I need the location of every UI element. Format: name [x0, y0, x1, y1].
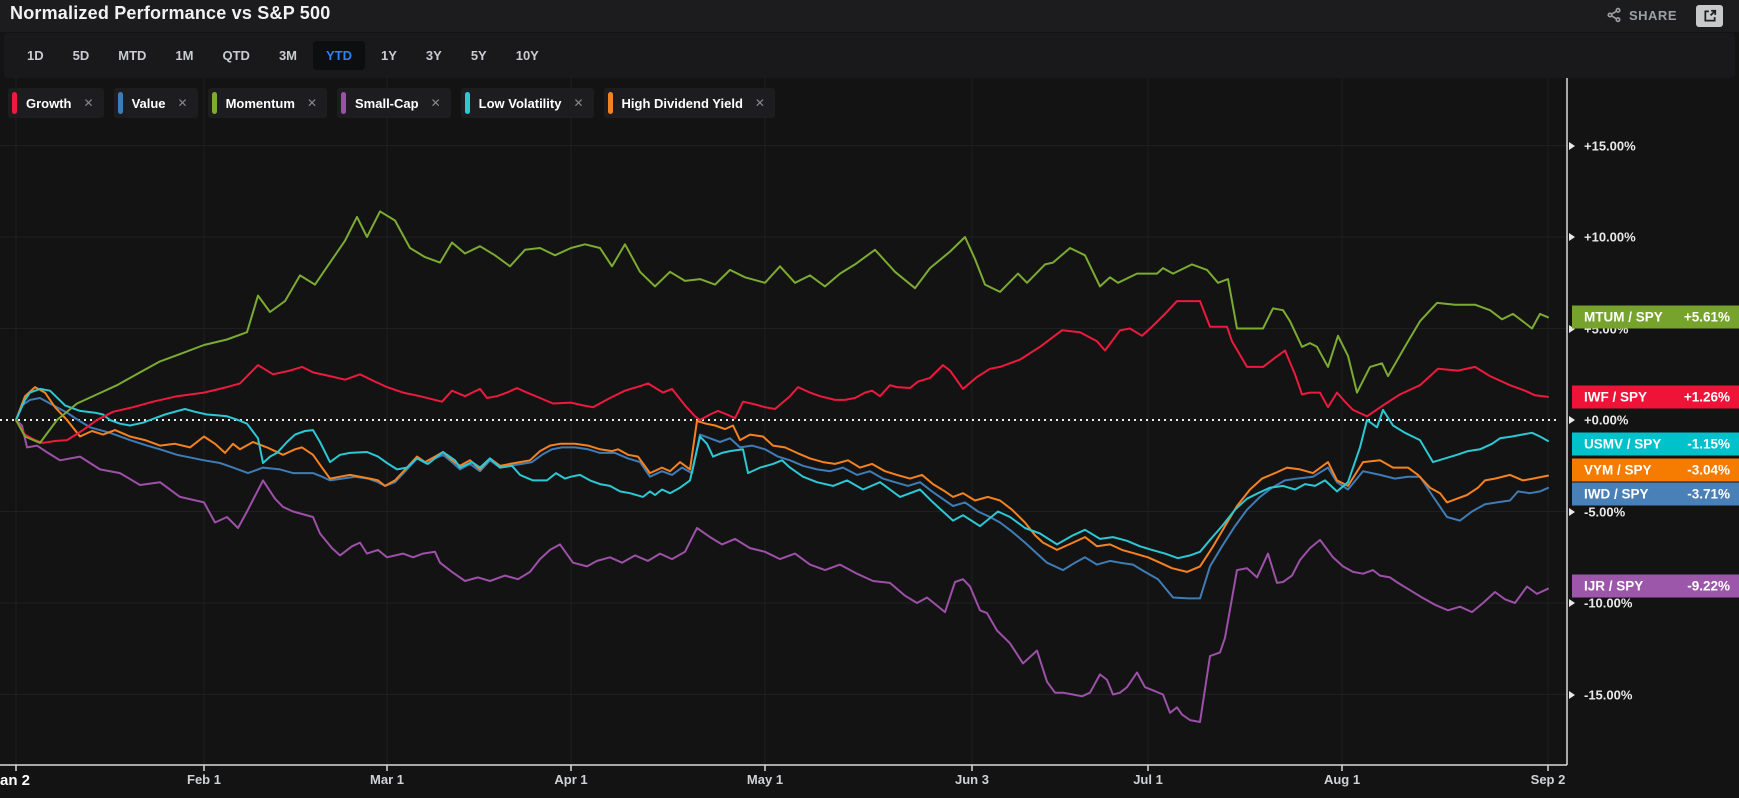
y-axis-label: -15.00% — [1584, 687, 1633, 702]
open-in-new-icon — [1703, 9, 1717, 23]
price-badge-usmv[interactable]: USMV / SPY -1.15% — [1572, 432, 1739, 456]
x-axis-label: Jun 3 — [955, 772, 989, 787]
badge-value: -1.15% — [1687, 436, 1730, 452]
close-icon[interactable]: ✕ — [83, 96, 94, 110]
price-badge-vym[interactable]: VYM / SPY -3.04% — [1572, 458, 1739, 482]
badge-value: -3.04% — [1687, 462, 1730, 478]
legend-chip-small-cap[interactable]: Small-Cap ✕ — [337, 88, 451, 118]
y-axis-label: +0.00% — [1584, 412, 1629, 428]
close-icon[interactable]: ✕ — [754, 96, 765, 110]
tab-1d[interactable]: 1D — [27, 48, 44, 63]
legend-chip-label: Value — [131, 95, 166, 111]
legend-chip-label: Low Volatility — [478, 95, 562, 111]
y-axis-label: -5.00% — [1584, 504, 1626, 519]
share-button-label: SHARE — [1628, 7, 1677, 23]
legend-chip-value[interactable]: Value ✕ — [113, 88, 198, 118]
chart-header: Normalized Performance vs S&P 500 SHARE — [0, 0, 1739, 32]
tab-qtd[interactable]: QTD — [222, 48, 250, 63]
y-axis-tick-arrow — [1569, 324, 1575, 333]
close-icon[interactable]: ✕ — [177, 96, 188, 110]
badge-ticker: IJR / SPY — [1584, 578, 1644, 594]
badge-value: +5.61% — [1683, 309, 1730, 325]
badge-ticker: IWF / SPY — [1584, 389, 1648, 405]
series-line-iwd — [15, 397, 1549, 600]
series-color-bar — [117, 92, 123, 114]
badge-value: +1.26% — [1683, 389, 1730, 405]
price-badge-iwd[interactable]: IWD / SPY -3.71% — [1572, 482, 1739, 506]
series-line-usmv — [15, 387, 1549, 560]
price-badge-mtum[interactable]: MTUM / SPY +5.61% — [1572, 305, 1739, 329]
close-icon[interactable]: ✕ — [306, 96, 317, 110]
legend-chip-low-volatility[interactable]: Low Volatility ✕ — [460, 88, 594, 118]
x-axis-label: Aug 1 — [1323, 772, 1361, 787]
x-axis-label: Sep 2 — [1530, 772, 1566, 787]
tab-5y[interactable]: 5Y — [470, 48, 487, 63]
legend-chip-label: Small-Cap — [355, 95, 419, 111]
price-badge-ijr[interactable]: IJR / SPY -9.22% — [1572, 574, 1739, 598]
x-axis-label: May 1 — [746, 772, 784, 787]
tab-ytd[interactable]: YTD — [313, 41, 365, 70]
tab-10y[interactable]: 10Y — [515, 48, 539, 63]
y-axis-label: -10.00% — [1584, 595, 1633, 611]
y-axis-tick-arrow — [1569, 507, 1575, 516]
time-range-tabbar: 1D 5D MTD 1M QTD 3M YTD 1Y 3Y 5Y 10Y — [4, 33, 1735, 78]
legend-chip-label: High Dividend Yield — [621, 95, 743, 111]
series-line-iwf — [15, 300, 1549, 444]
price-badge-iwf[interactable]: IWF / SPY +1.26% — [1572, 385, 1739, 409]
y-axis-tick-arrow — [1569, 233, 1575, 241]
x-axis-label: Mar 1 — [370, 772, 404, 787]
y-axis-label: +15.00% — [1584, 138, 1636, 153]
series-legend: Growth ✕ Value ✕ Momentum ✕ Small-Cap ✕ Low Vola… — [8, 88, 775, 118]
performance-chart[interactable]: Growth ✕ Value ✕ Momentum ✕ Small-Cap ✕ Low Vola… — [0, 78, 1739, 798]
tab-mtd[interactable]: MTD — [118, 48, 147, 63]
chart-plot-canvas — [0, 78, 1568, 771]
close-icon[interactable]: ✕ — [573, 96, 584, 110]
x-axis-label: Jul 1 — [1133, 772, 1163, 787]
close-icon[interactable]: ✕ — [430, 96, 441, 110]
page-title: Normalized Performance vs S&P 500 — [10, 3, 331, 23]
series-line-ijr — [15, 419, 1549, 723]
badge-ticker: MTUM / SPY — [1584, 309, 1663, 325]
share-nodes-icon — [1606, 7, 1622, 23]
y-axis-tick-arrow — [1569, 599, 1575, 607]
badge-ticker: VYM / SPY — [1584, 462, 1652, 478]
legend-chip-momentum[interactable]: Momentum ✕ — [207, 88, 327, 118]
series-color-bar — [12, 92, 17, 114]
y-axis-tick-arrow — [1569, 690, 1575, 699]
badge-ticker: USMV / SPY — [1584, 436, 1662, 452]
series-line-vym — [15, 386, 1549, 573]
tab-5d[interactable]: 5D — [72, 48, 90, 63]
y-axis-label: +10.00% — [1584, 229, 1636, 245]
series-color-bar — [464, 92, 470, 114]
share-button[interactable]: SHARE — [1606, 7, 1677, 23]
series-color-bar — [211, 92, 217, 114]
badge-value: -9.22% — [1687, 578, 1730, 594]
series-color-bar — [341, 92, 346, 114]
badge-value: -3.71% — [1687, 486, 1730, 502]
series-line-mtum — [15, 210, 1549, 444]
y-axis-tick-arrow — [1569, 416, 1575, 424]
y-axis-tick-arrow — [1569, 141, 1575, 150]
legend-chip-label: Momentum — [225, 95, 295, 111]
legend-chip-high-dividend-yield[interactable]: High Dividend Yield ✕ — [603, 88, 775, 118]
badge-ticker: IWD / SPY — [1584, 486, 1649, 502]
tab-1y[interactable]: 1Y — [381, 48, 397, 63]
tab-1m[interactable]: 1M — [175, 48, 194, 63]
tab-3m[interactable]: 3M — [278, 48, 297, 63]
series-color-bar — [607, 92, 613, 114]
x-axis-label: an 2 — [0, 772, 31, 789]
legend-chip-growth[interactable]: Growth ✕ — [8, 88, 104, 118]
expand-button[interactable] — [1696, 5, 1723, 27]
x-axis-label: Feb 1 — [187, 772, 221, 787]
x-axis-label: Apr 1 — [554, 772, 588, 787]
legend-chip-label: Growth — [26, 95, 72, 111]
tab-3y[interactable]: 3Y — [425, 48, 442, 63]
